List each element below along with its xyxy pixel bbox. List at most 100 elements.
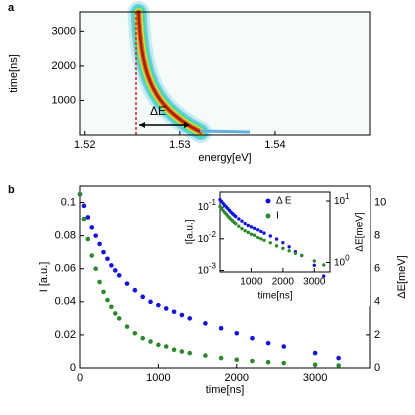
data-point [97, 279, 102, 285]
data-point [101, 289, 106, 295]
data-point [171, 347, 177, 353]
data-point [109, 304, 114, 310]
data-point [116, 316, 122, 321]
tick-label: 101 [334, 192, 350, 207]
tick-exponent: 0 [345, 254, 350, 263]
tick-label: 0.06 [55, 263, 76, 275]
data-point [81, 203, 87, 209]
inset-point [243, 229, 247, 233]
data-point [281, 360, 287, 366]
data-point [312, 362, 318, 367]
inset-frame [219, 191, 331, 273]
tick-label: 0.1 [61, 196, 76, 208]
inset-point [249, 232, 254, 236]
data-point [81, 216, 87, 222]
x-tick-label: 1.54 [264, 139, 285, 151]
streak [137, 10, 202, 134]
x-tick-label: 0 [77, 372, 83, 384]
streak-tail [199, 129, 251, 134]
data-point [336, 355, 341, 361]
panel-label: b [8, 184, 15, 196]
tick-label: 0.08 [55, 230, 76, 242]
inset-point [287, 249, 291, 253]
data-point [156, 342, 161, 348]
tick-label: 8 [374, 230, 380, 242]
inset-y2-label: ΔE[meV] [355, 212, 366, 252]
data-point [218, 325, 224, 331]
x-tick-label: 2000 [272, 277, 295, 288]
inset-point [259, 237, 263, 241]
inset-point [252, 233, 257, 237]
inset-bg [174, 188, 370, 306]
data-point [89, 225, 95, 230]
inset-point [237, 224, 241, 228]
data-point [336, 363, 341, 368]
inset-point [246, 223, 250, 228]
tick-base: 10 [334, 196, 346, 207]
x-axis-label: energy[eV] [198, 152, 251, 164]
tick-label: 2000 [52, 60, 76, 72]
inset-point [312, 259, 316, 263]
data-point [265, 340, 271, 346]
tick-label: 10-2 [198, 230, 217, 245]
inset-point [234, 222, 238, 226]
data-point [250, 335, 255, 341]
x-tick-label: 3000 [303, 372, 327, 384]
tick-exponent: -1 [209, 198, 217, 207]
inset-point [281, 246, 285, 251]
data-point [187, 350, 193, 356]
tick-label: 6 [374, 263, 380, 275]
data-point [97, 241, 102, 247]
inset-point [268, 241, 272, 245]
x-tick-label: 2000 [225, 372, 249, 384]
data-point [124, 324, 130, 329]
legend-label: Δ E [276, 196, 292, 207]
tick-exponent: 1 [345, 192, 350, 201]
data-point [218, 355, 224, 361]
x-tick-label: 1.53 [169, 139, 190, 151]
data-point [281, 344, 287, 349]
data-point [112, 311, 118, 316]
data-point [148, 339, 153, 344]
tick-exponent: -3 [209, 262, 217, 271]
tick-exponent: -2 [209, 230, 217, 239]
inset-point [240, 219, 244, 223]
x-axis-label: time[ns] [206, 384, 245, 396]
inset-point [243, 221, 247, 226]
inset-point [262, 231, 266, 235]
tick-label: 2 [374, 329, 380, 341]
inset-point [259, 229, 263, 234]
x-tick-label: 1.52 [74, 139, 95, 151]
data-point [112, 268, 118, 273]
inset-point [249, 225, 254, 229]
inset-point [246, 230, 250, 235]
tick-label: 10-3 [198, 262, 217, 277]
tick-label: 1000 [52, 94, 76, 106]
data-point [203, 321, 208, 326]
data-point [77, 191, 83, 197]
data-point [101, 249, 106, 255]
inset-point [322, 274, 326, 278]
panel-label: a [8, 2, 15, 14]
data-point [140, 294, 146, 300]
tick-label: 100 [334, 254, 350, 269]
inset-y-label: I[a.u.] [185, 219, 196, 244]
data-point [116, 273, 122, 278]
inset-point [312, 263, 316, 267]
legend-marker [265, 198, 271, 204]
legend-label: I [276, 211, 279, 222]
x-tick-label: 3000 [303, 277, 326, 288]
y2-axis-label: ΔE[meV] [396, 255, 408, 298]
tick-label: 3000 [52, 25, 76, 37]
arrow-head [139, 122, 190, 128]
inset-point [274, 237, 279, 241]
data-point [85, 215, 91, 220]
heatmap-image [80, 1, 370, 143]
data-point [312, 350, 318, 356]
plot-frame [79, 11, 371, 136]
data-point [163, 344, 169, 349]
data-point [179, 349, 185, 354]
inset-point [287, 245, 291, 249]
inset-x-label: time[ns] [257, 291, 292, 302]
tick-base: 10 [198, 265, 210, 276]
